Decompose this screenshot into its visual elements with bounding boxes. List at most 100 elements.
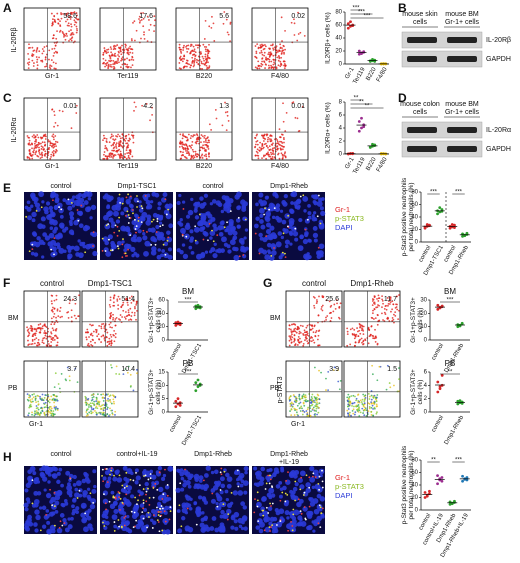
stain: [167, 236, 170, 239]
event-dot: [256, 151, 259, 154]
nucleus: [179, 471, 184, 477]
event-dot: [120, 321, 123, 324]
stain: [127, 222, 130, 224]
event-dot: [153, 15, 156, 18]
event-dot: [289, 328, 292, 331]
event-dot: [192, 65, 195, 68]
nucleus: [258, 528, 264, 534]
event-dot: [306, 408, 309, 411]
y-axis-label-line: p-Stat3 positive neutrophils: [401, 445, 408, 524]
nucleus: [64, 527, 70, 533]
event-dot: [368, 407, 371, 410]
event-dot: [388, 382, 391, 384]
event-dot: [76, 27, 78, 30]
stain: [320, 512, 323, 514]
event-dot: [191, 148, 194, 151]
event-dot: [110, 133, 113, 136]
event-dot: [325, 389, 327, 391]
event-dot: [368, 405, 371, 408]
event-dot: [61, 30, 64, 33]
nucleus: [227, 207, 232, 211]
event-dot: [41, 397, 43, 400]
stain: [58, 526, 61, 529]
event-dot: [288, 324, 291, 327]
nucleus: [107, 476, 112, 481]
event-dot: [312, 401, 315, 404]
event-dot: [43, 403, 46, 406]
event-dot: [190, 134, 193, 137]
event-dot: [179, 142, 181, 145]
nucleus: [151, 481, 155, 486]
nucleus: [226, 200, 231, 205]
event-dot: [89, 402, 92, 405]
event-dot: [310, 324, 312, 327]
category-label: control: [169, 343, 183, 362]
nucleus: [280, 252, 285, 257]
nucleus: [78, 192, 82, 197]
stain: [121, 256, 124, 259]
event-dot: [138, 21, 141, 24]
event-dot: [282, 137, 285, 139]
event-dot: [119, 153, 122, 155]
stain: [273, 247, 275, 249]
event-dot: [293, 22, 296, 25]
stain: [147, 487, 149, 490]
event-dot: [102, 51, 105, 54]
y-axis-label-line: Gr-1+p-STAT3+: [410, 369, 417, 415]
nucleus: [232, 490, 238, 496]
event-dot: [206, 57, 209, 60]
nucleus: [150, 227, 156, 233]
event-dot: [42, 50, 45, 53]
event-dot: [355, 397, 358, 400]
nucleus: [230, 525, 235, 530]
stain: [302, 194, 305, 197]
nucleus: [157, 201, 162, 206]
event-dot: [352, 394, 355, 397]
stain: [151, 220, 153, 223]
nucleus: [146, 214, 152, 220]
dotplot-title: BM: [444, 287, 456, 296]
nucleus: [280, 235, 285, 240]
event-dot: [28, 139, 31, 142]
stain: [257, 520, 260, 523]
nucleus: [259, 219, 264, 224]
event-dot: [293, 334, 296, 337]
event-dot: [325, 318, 328, 321]
legend-entry: Gr-1: [335, 473, 350, 482]
event-dot: [106, 408, 109, 411]
event-dot: [102, 400, 105, 402]
event-dot: [110, 135, 113, 138]
event-dot: [73, 11, 76, 13]
nucleus: [106, 196, 113, 203]
event-dot: [305, 336, 307, 338]
event-dot: [75, 112, 78, 114]
event-dot: [113, 402, 115, 405]
event-dot: [384, 305, 387, 308]
event-dot: [106, 406, 109, 409]
event-dot: [53, 413, 56, 416]
stain: [169, 506, 172, 509]
event-dot: [67, 22, 70, 25]
nucleus: [262, 237, 268, 243]
nucleus: [234, 526, 239, 531]
event-dot: [56, 12, 59, 15]
y-tick-label: 0: [162, 338, 166, 344]
event-dot: [37, 408, 40, 411]
stain: [156, 488, 159, 491]
stain: [253, 511, 256, 514]
event-dot: [261, 134, 264, 137]
stain: [118, 193, 121, 196]
event-dot: [109, 65, 112, 68]
event-dot: [300, 340, 303, 343]
significance: **: [448, 370, 453, 376]
nucleus: [68, 246, 73, 251]
stain: [254, 498, 256, 500]
event-dot: [277, 152, 280, 155]
nucleus: [130, 494, 135, 499]
nucleus: [200, 527, 207, 533]
event-dot: [194, 150, 197, 153]
event-dot: [311, 407, 314, 410]
y-tick-label: 6: [339, 113, 343, 119]
event-dot: [182, 46, 185, 49]
event-dot: [278, 49, 280, 52]
